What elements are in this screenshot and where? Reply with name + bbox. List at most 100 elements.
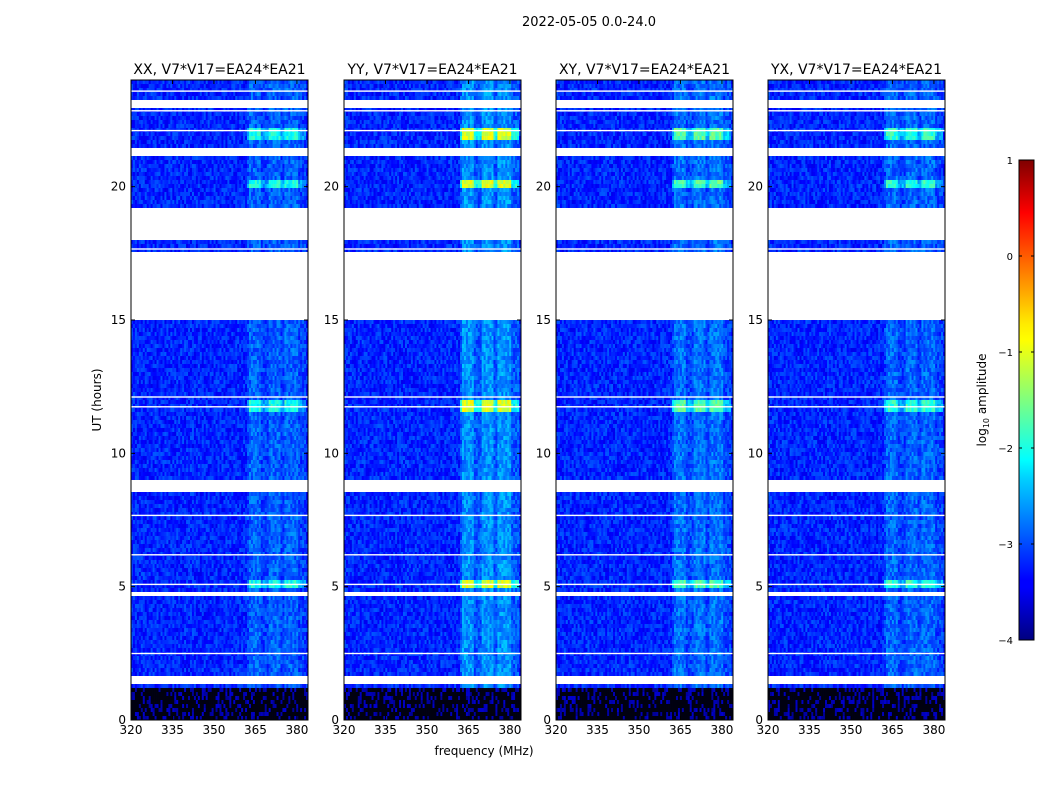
image-cell [132, 368, 136, 373]
image-cell [154, 356, 157, 361]
image-cell [190, 332, 193, 337]
image-cell [223, 116, 226, 121]
image-cell [211, 204, 214, 209]
image-cell [154, 372, 157, 377]
image-cell [245, 388, 248, 393]
image-cell [302, 92, 305, 97]
image-cell [260, 156, 264, 161]
image-cell [219, 340, 222, 345]
image-cell [203, 164, 207, 169]
image-cell [260, 340, 264, 345]
image-cell [256, 388, 260, 393]
image-cell [235, 188, 238, 193]
image-cell [203, 332, 207, 337]
image-cell [144, 348, 148, 353]
image-cell [243, 336, 246, 341]
image-cell [290, 160, 293, 165]
image-cell [278, 392, 281, 397]
image-cell [132, 412, 136, 417]
image-cell [306, 120, 309, 125]
image-cell [197, 136, 201, 141]
image-cell [241, 396, 244, 401]
image-cell [205, 240, 208, 245]
image-cell [142, 364, 146, 369]
image-cell [260, 124, 264, 129]
image-cell [199, 120, 203, 125]
image-cell [243, 116, 246, 121]
image-cell [172, 160, 175, 165]
image-cell [156, 396, 159, 401]
image-cell [219, 384, 222, 389]
image-cell [188, 200, 191, 205]
image-cell [215, 196, 218, 201]
image-cell [195, 352, 199, 357]
image-cell [188, 328, 191, 333]
image-cell [231, 360, 234, 365]
image-cell [274, 200, 277, 205]
image-cell [300, 352, 303, 357]
image-cell [217, 88, 220, 93]
image-cell [166, 400, 169, 405]
image-cell [209, 156, 212, 161]
image-cell [286, 248, 289, 253]
image-cell [292, 392, 295, 397]
image-cell [160, 320, 163, 325]
image-cell [213, 356, 216, 361]
image-cell [156, 112, 159, 117]
image-cell [162, 84, 165, 89]
image-cell [162, 244, 165, 249]
image-cell [219, 176, 222, 181]
image-cell [197, 176, 201, 181]
image-cell [191, 352, 195, 357]
image-cell [215, 140, 218, 145]
image-cell [286, 144, 289, 149]
image-cell [207, 188, 210, 193]
image-cell [306, 80, 309, 85]
image-cell [211, 320, 214, 325]
image-cell [170, 124, 173, 129]
image-cell [170, 340, 173, 345]
image-cell [282, 364, 285, 369]
image-cell [146, 88, 149, 93]
image-cell [148, 360, 151, 365]
image-cell [201, 140, 205, 145]
image-cell [247, 136, 250, 141]
image-cell [191, 368, 195, 373]
image-cell [290, 240, 293, 245]
image-cell [156, 240, 159, 245]
image-cell [142, 344, 146, 349]
image-cell [266, 160, 269, 165]
image-cell [231, 188, 234, 193]
image-cell [146, 364, 149, 369]
image-cell [170, 336, 173, 341]
image-cell [262, 96, 266, 101]
flagged-row [131, 256, 308, 261]
image-cell [284, 112, 287, 117]
image-cell [241, 324, 244, 329]
image-cell [252, 96, 256, 101]
image-cell [294, 164, 297, 169]
image-cell [168, 320, 171, 325]
image-cell [254, 116, 258, 121]
image-cell [176, 192, 179, 197]
image-cell [264, 340, 267, 345]
image-cell [231, 88, 234, 93]
image-cell [193, 244, 197, 249]
image-cell [235, 248, 238, 253]
image-cell [201, 88, 205, 93]
image-cell [239, 184, 242, 189]
image-cell [195, 320, 199, 325]
image-cell [239, 392, 242, 397]
image-cell [290, 356, 293, 361]
image-cell [260, 84, 264, 89]
image-cell [193, 88, 197, 93]
image-cell [152, 184, 155, 189]
image-cell [231, 144, 234, 149]
image-cell [270, 120, 273, 125]
image-cell [225, 324, 228, 329]
image-cell [249, 376, 252, 381]
image-cell [258, 136, 262, 141]
image-cell [164, 412, 167, 417]
image-cell [207, 384, 210, 389]
image-cell [235, 204, 238, 209]
